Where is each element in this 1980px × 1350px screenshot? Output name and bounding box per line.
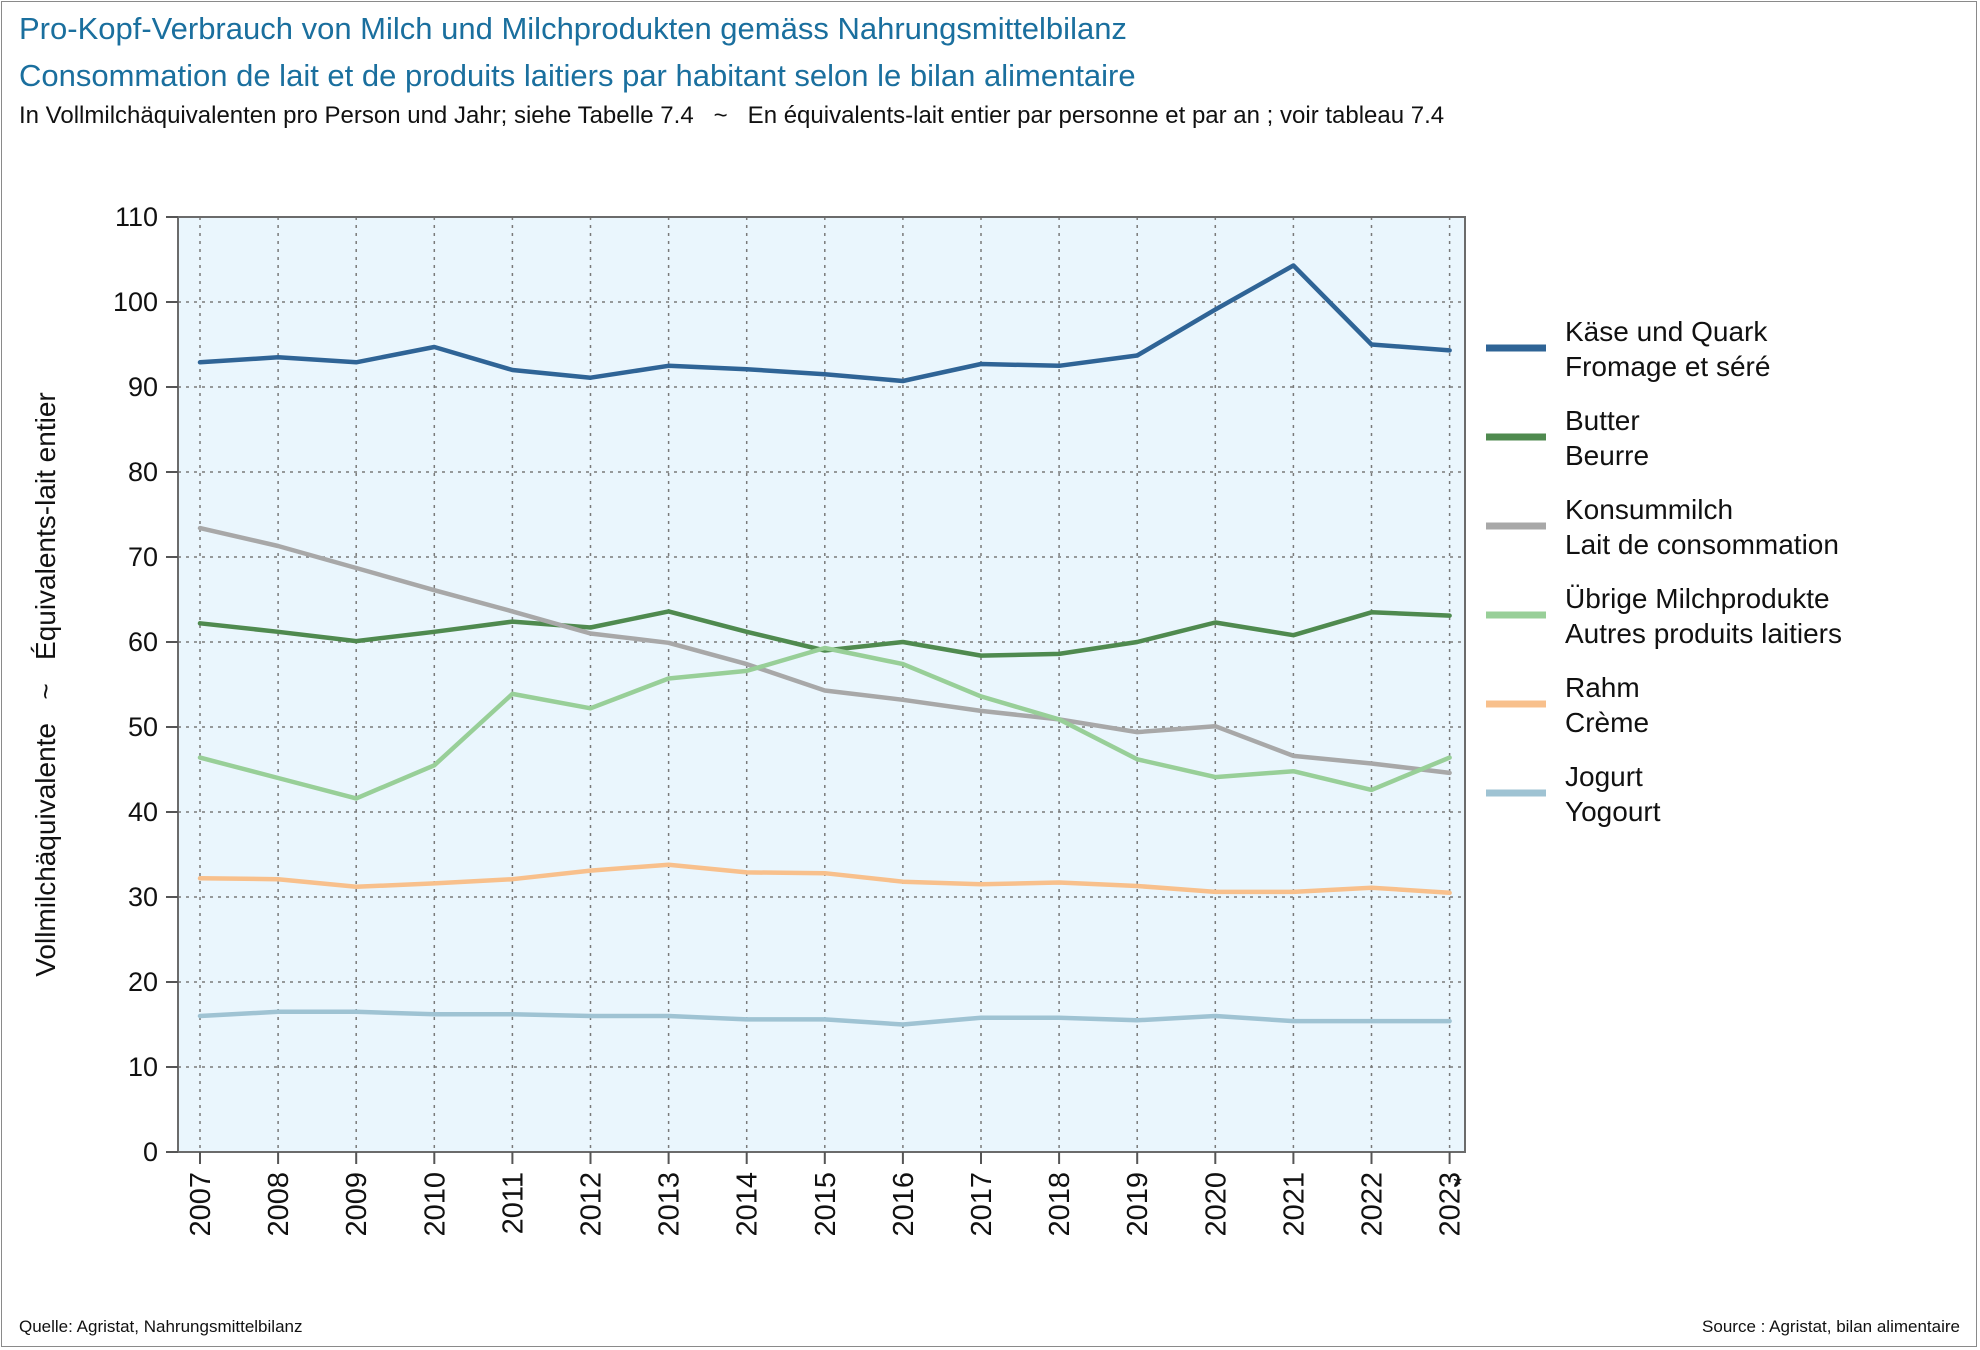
x-tick-label: 2014 (732, 1172, 764, 1237)
legend-label-fr-0: Fromage et séré (1565, 351, 1770, 382)
gridlines (178, 217, 1465, 1152)
series-line-2 (197, 525, 1452, 776)
x-tick-label: 2021 (1278, 1172, 1310, 1237)
y-tick-label: 40 (128, 797, 158, 827)
legend-label-de-2: Konsummilch (1565, 494, 1733, 525)
y-tick-label: 70 (128, 542, 158, 572)
chart-title-fr: Consommation de lait et de produits lait… (19, 58, 1136, 93)
series-line-4 (197, 862, 1452, 896)
x-tick-label: 2020 (1200, 1172, 1232, 1237)
y-axis-label: Vollmilchäquivalente ~ Équivalents-lait … (30, 392, 61, 976)
legend-label-fr-2: Lait de consommation (1565, 529, 1839, 560)
y-tick-label: 50 (128, 712, 158, 742)
x-tick-label: 2008 (263, 1172, 295, 1237)
x-tick-label: 2015 (810, 1172, 842, 1237)
legend-label-fr-4: Crème (1565, 707, 1649, 738)
x-tick-label: 2016 (888, 1172, 920, 1237)
y-tick-label: 80 (128, 457, 158, 487)
legend-label-de-0: Käse und Quark (1565, 316, 1768, 347)
y-tick-label: 20 (128, 967, 158, 997)
y-tick-label: 90 (128, 372, 158, 402)
legend: Käse und Quark Fromage et séré Butter Beurr… (1486, 316, 1842, 827)
x-tick-label: 2017 (966, 1172, 998, 1237)
legend-label-fr-1: Beurre (1565, 440, 1649, 471)
legend-label-de-3: Übrige Milchprodukte (1565, 583, 1830, 614)
series-line-0 (197, 263, 1452, 384)
legend-label-fr-3: Autres produits laitiers (1565, 618, 1842, 649)
series-lines (197, 263, 1452, 1027)
series-line-3 (197, 645, 1452, 801)
x-tick-label: 2013 (654, 1172, 686, 1237)
y-tick-label: 100 (113, 287, 158, 317)
x-tick-label: 2011 (497, 1172, 529, 1234)
y-tick-label: 0 (143, 1137, 158, 1167)
source-fr: Source : Agristat, bilan alimentaire (1702, 1317, 1960, 1336)
series-line-1 (197, 609, 1452, 658)
x-axis: 2007 2008 2009 2010 2011 2012 2013 2014 2015 2016… (185, 1152, 1467, 1237)
x-annotation: * (1453, 1172, 1462, 1197)
x-tick-label: 2007 (185, 1172, 217, 1237)
plot-border (177, 216, 1466, 1153)
legend-label-de-4: Rahm (1565, 672, 1640, 703)
y-tick-label: 110 (115, 202, 158, 232)
x-tick-label: 2010 (419, 1172, 451, 1237)
y-axis: 0 10 20 30 40 50 60 70 80 90 100 110 (113, 202, 178, 1167)
y-tick-label: 60 (128, 627, 158, 657)
y-tick-label: 30 (128, 882, 158, 912)
x-tick-label: 2009 (341, 1172, 373, 1237)
legend-label-de-5: Jogurt (1565, 761, 1643, 792)
x-tick-label: 2022 (1357, 1172, 1389, 1237)
x-tick-label: 2012 (576, 1172, 608, 1237)
chart-subtitle: In Vollmilchäquivalenten pro Person und … (19, 102, 1445, 129)
legend-label-de-1: Butter (1565, 405, 1640, 436)
x-tick-label: 2023 (1435, 1172, 1467, 1237)
chart-title-de: Pro-Kopf-Verbrauch von Milch und Milchpr… (19, 11, 1127, 46)
x-tick-label: 2019 (1122, 1172, 1154, 1237)
x-tick-label: 2018 (1044, 1172, 1076, 1237)
series-line-5 (197, 1009, 1452, 1027)
source-de: Quelle: Agristat, Nahrungsmittelbilanz (19, 1317, 303, 1336)
legend-label-fr-5: Yogourt (1565, 796, 1661, 827)
y-tick-label: 10 (128, 1052, 158, 1082)
